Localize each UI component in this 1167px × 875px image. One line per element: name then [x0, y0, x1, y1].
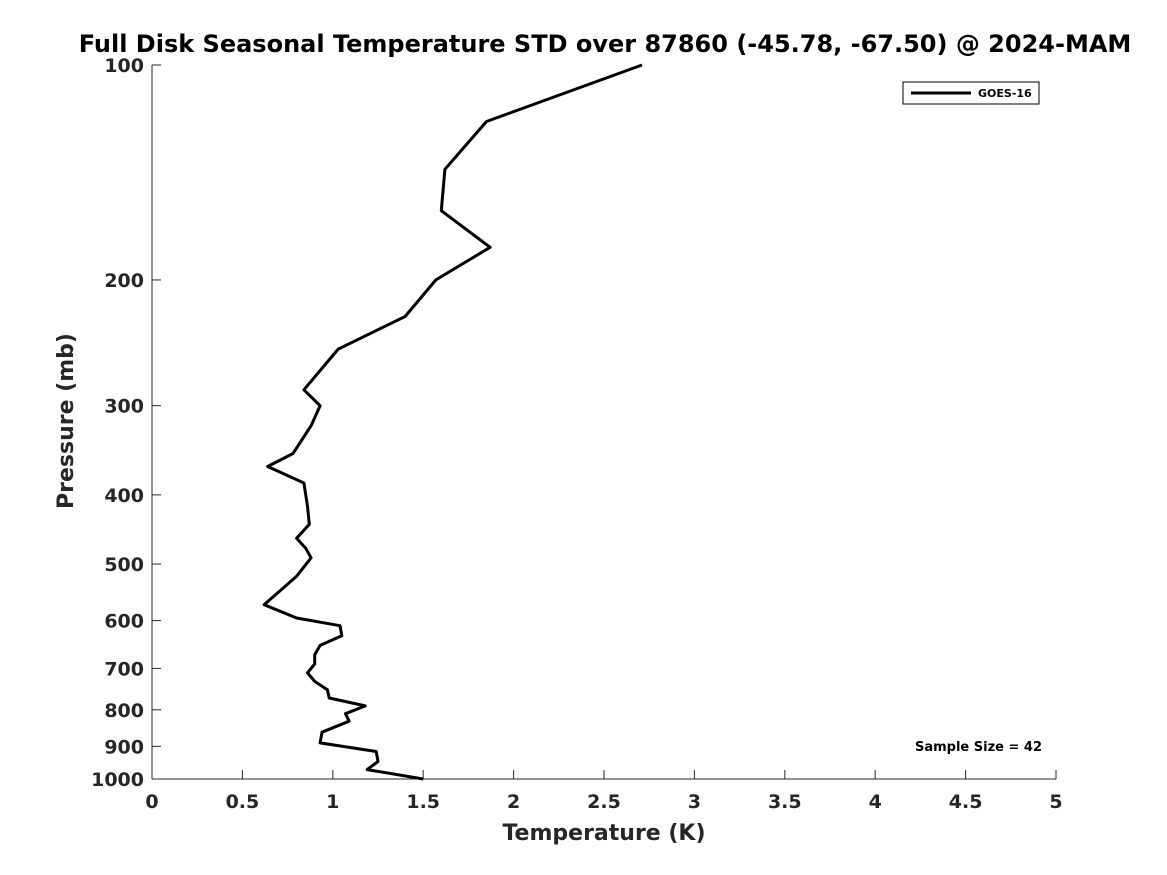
- y-tick-label: 500: [104, 554, 144, 576]
- y-tick-label: 1000: [91, 769, 144, 791]
- y-tick-label: 800: [104, 700, 144, 722]
- y-tick-label: 700: [104, 658, 144, 680]
- legend-label-goes-16: GOES-16: [978, 87, 1032, 100]
- y-tick-label: 900: [104, 736, 144, 758]
- chart-title: Full Disk Seasonal Temperature STD over …: [79, 30, 1132, 58]
- y-tick-label: 600: [104, 611, 144, 633]
- x-tick-label: 3: [688, 791, 701, 813]
- x-tick-label: 3.5: [768, 791, 802, 813]
- legend: GOES-16: [902, 81, 1040, 105]
- x-tick-label: 1.5: [406, 791, 440, 813]
- y-axis-label: Pressure (mb): [54, 333, 79, 509]
- x-tick-label: 0: [145, 791, 158, 813]
- x-tick-label: 0.5: [226, 791, 260, 813]
- x-tick-label: 2: [507, 791, 520, 813]
- y-tick-label: 200: [104, 270, 144, 292]
- x-tick-label: 2.5: [587, 791, 621, 813]
- series-line-goes-16: [262, 63, 643, 781]
- x-tick-label: 1: [326, 791, 339, 813]
- sample-size-annotation: Sample Size = 42: [915, 740, 1042, 755]
- y-tick-label: 100: [104, 55, 144, 77]
- plot-area: 0 0.5 1 1.5 2 2.5 3 3.5 4 4.5 5 100 200 300 400 500 600 7…: [91, 55, 1063, 813]
- x-tick-label: 4.5: [949, 791, 983, 813]
- x-tick-label: 5: [1049, 791, 1062, 813]
- y-tick-label: 300: [104, 396, 144, 418]
- y-tick-label: 400: [104, 485, 144, 507]
- x-tick-label: 4: [869, 791, 882, 813]
- x-axis-label: Temperature (K): [502, 821, 705, 846]
